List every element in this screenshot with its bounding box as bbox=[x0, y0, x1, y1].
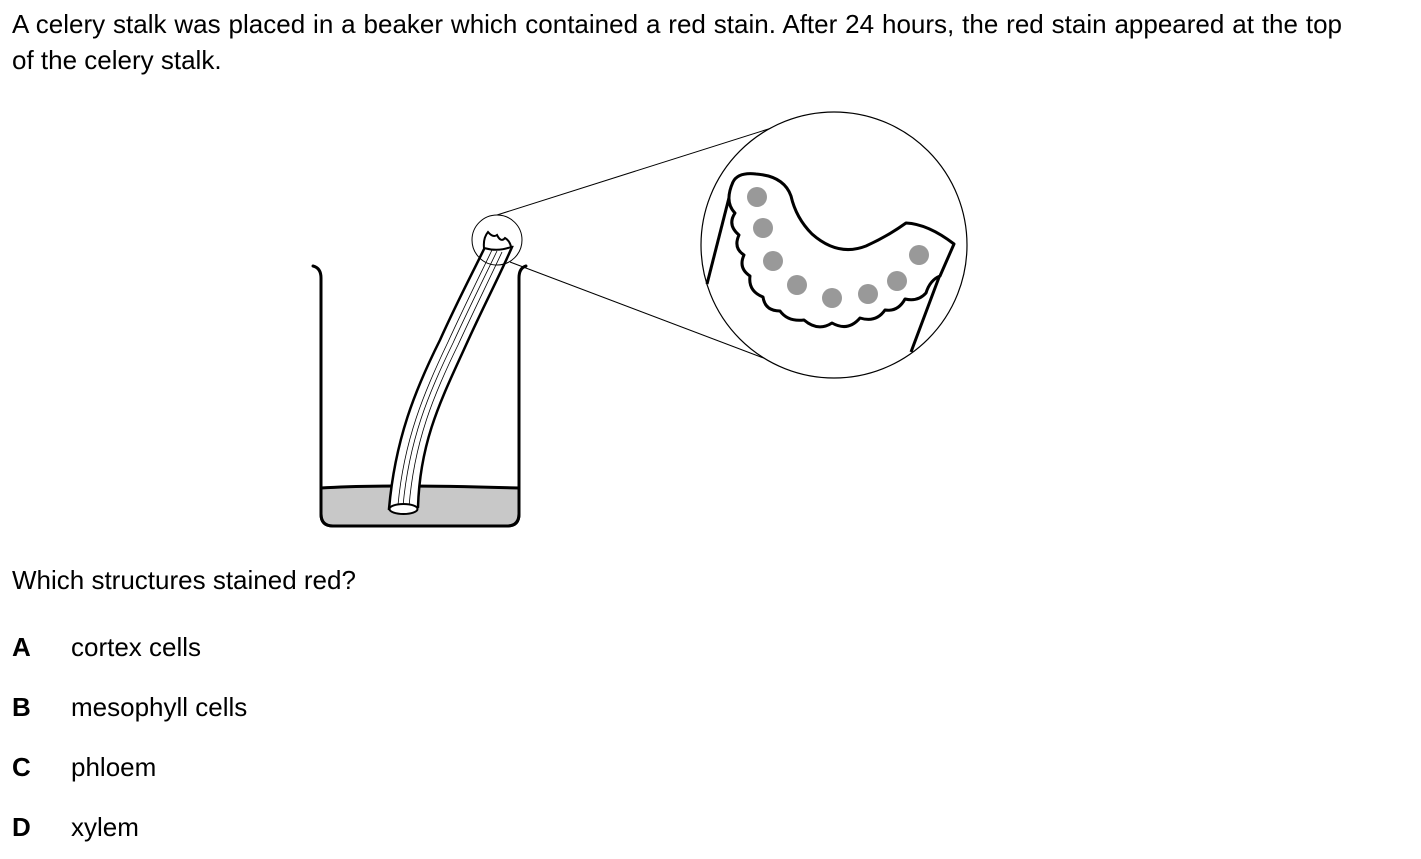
question-stem: A celery stalk was placed in a beaker wh… bbox=[12, 9, 1342, 75]
option-letter: A bbox=[12, 632, 31, 662]
stained-vessel bbox=[763, 251, 783, 271]
celery-beaker-diagram bbox=[311, 111, 968, 528]
option-text: mesophyll cells bbox=[71, 692, 248, 722]
option-letter: B bbox=[12, 692, 31, 722]
stained-vessel bbox=[909, 245, 929, 265]
magnify-line-bottom bbox=[509, 261, 791, 369]
celery-stalk bbox=[387, 230, 514, 515]
stained-vessel bbox=[787, 275, 807, 295]
option-text: cortex cells bbox=[71, 632, 202, 662]
magnified-cross-section bbox=[700, 111, 968, 379]
magnify-line-top bbox=[496, 118, 801, 216]
stained-vessel bbox=[858, 284, 878, 304]
question-prompt: Which structures stained red? bbox=[12, 565, 356, 595]
option-text: xylem bbox=[71, 812, 139, 842]
beaker bbox=[311, 264, 528, 528]
option-letter: C bbox=[12, 752, 31, 782]
stained-vessel bbox=[887, 271, 907, 291]
option-text: phloem bbox=[71, 752, 157, 782]
stained-vessel bbox=[822, 288, 842, 308]
option-letter: D bbox=[12, 812, 31, 842]
stained-vessel bbox=[753, 218, 773, 238]
stained-vessel bbox=[747, 187, 767, 207]
stained-vessels bbox=[747, 187, 929, 308]
